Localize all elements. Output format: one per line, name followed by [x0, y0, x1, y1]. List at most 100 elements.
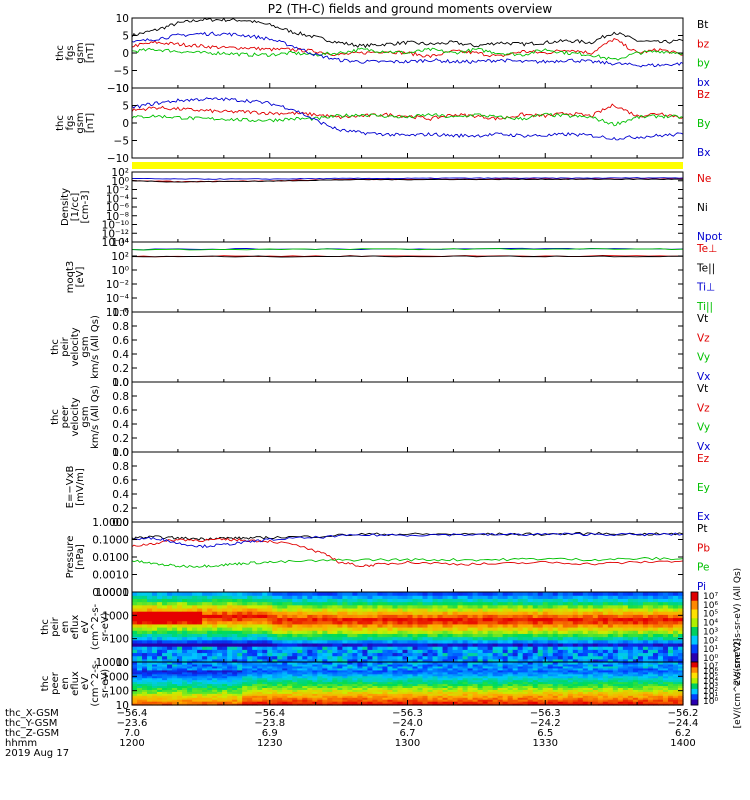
heatmap-cell	[482, 677, 489, 681]
heatmap-cell	[162, 697, 168, 700]
heatmap-cell	[517, 681, 524, 685]
heatmap-cell	[487, 652, 494, 657]
heatmap-cell	[437, 663, 444, 667]
heatmap-cell	[437, 646, 444, 650]
heatmap-cell	[467, 669, 474, 673]
heatmap-cell	[177, 703, 183, 706]
heatmap-cell	[307, 623, 313, 628]
heatmap-cell	[622, 604, 629, 609]
y-tick-label: 10⁻¹⁴	[102, 237, 129, 249]
heatmap-cell	[382, 607, 389, 612]
heatmap-cell	[532, 703, 539, 706]
heatmap-cell	[632, 617, 639, 622]
heatmap-cell	[597, 669, 604, 673]
heatmap-cell	[587, 617, 594, 622]
heatmap-cell	[252, 689, 258, 692]
heatmap-cell	[312, 649, 318, 654]
heatmap-cell	[352, 677, 359, 681]
heatmap-cell	[382, 703, 389, 706]
heatmap-cell	[262, 701, 268, 704]
heatmap-cell	[232, 667, 238, 671]
heatmap-cell	[417, 687, 424, 690]
heatmap-cell	[337, 685, 343, 688]
heatmap-cell	[602, 617, 609, 622]
heatmap-cell	[607, 669, 614, 673]
heatmap-cell	[567, 639, 574, 644]
heatmap-cell	[657, 592, 664, 596]
heatmap-cell	[592, 646, 599, 650]
heatmap-cell	[292, 617, 298, 622]
heatmap-cell	[392, 598, 399, 603]
heatmap-cell	[357, 627, 364, 631]
heatmap-cell	[457, 652, 464, 657]
heatmap-cell	[402, 671, 409, 675]
heatmap-cell	[432, 693, 439, 696]
heatmap-cell	[382, 630, 389, 634]
heatmap-cell	[252, 699, 258, 702]
heatmap-cell	[332, 592, 338, 596]
heatmap-cell	[187, 669, 193, 673]
heatmap-cell	[527, 617, 534, 622]
heatmap-cell	[432, 701, 439, 704]
heatmap-cell	[312, 689, 318, 692]
heatmap-cell	[527, 636, 534, 641]
heatmap-cell	[302, 685, 308, 688]
heatmap-cell	[392, 642, 399, 647]
heatmap-cell	[407, 611, 414, 615]
heatmap-cell	[327, 697, 333, 700]
heatmap-cell	[232, 595, 238, 599]
heatmap-cell	[407, 607, 414, 612]
heatmap-cell	[222, 652, 228, 657]
heatmap-cell	[287, 601, 293, 606]
heatmap-cell	[477, 662, 484, 665]
heatmap-cell	[642, 623, 649, 628]
heatmap-cell	[637, 598, 644, 603]
heatmap-cell	[677, 607, 684, 612]
heatmap-cell	[172, 669, 178, 673]
heatmap-cell	[272, 601, 278, 606]
heatmap-cell	[397, 601, 404, 606]
heatmap-cell	[457, 695, 464, 698]
heatmap-cell	[252, 592, 258, 596]
heatmap-cell	[392, 592, 399, 596]
heatmap-cell	[662, 601, 669, 606]
heatmap-cell	[572, 673, 579, 677]
heatmap-cell	[452, 689, 459, 692]
heatmap-cell	[557, 617, 564, 622]
heatmap-cell	[627, 623, 634, 628]
heatmap-cell	[222, 598, 228, 603]
heatmap-cell	[442, 614, 449, 619]
heatmap-cell	[527, 639, 534, 644]
heatmap-cell	[332, 652, 338, 657]
heatmap-cell	[567, 669, 574, 673]
heatmap-cell	[337, 601, 343, 606]
heatmap-cell	[217, 617, 223, 622]
heatmap-cell	[562, 627, 569, 631]
heatmap-cell	[372, 695, 379, 698]
heatmap-cell	[152, 620, 158, 625]
heatmap-cell	[677, 655, 684, 660]
heatmap-cell	[372, 679, 379, 683]
heatmap-cell	[452, 701, 459, 704]
heatmap-cell	[452, 658, 459, 663]
heatmap-cell	[442, 662, 449, 665]
heatmap-cell	[667, 652, 674, 657]
heatmap-cell	[437, 627, 444, 631]
series-line-Ni	[131, 178, 683, 183]
heatmap-cell	[332, 693, 338, 696]
heatmap-cell	[507, 669, 514, 673]
heatmap-cell	[417, 679, 424, 683]
heatmap-cell	[267, 667, 273, 671]
heatmap-cell	[177, 611, 183, 615]
heatmap-cell	[497, 703, 504, 706]
heatmap-cell	[397, 665, 404, 669]
heatmap-cell	[477, 595, 484, 599]
heatmap-cell	[457, 701, 464, 704]
heatmap-cell	[557, 636, 564, 641]
heatmap-cell	[262, 665, 268, 669]
heatmap-cell	[437, 633, 444, 638]
heatmap-cell	[602, 652, 609, 657]
heatmap-cell	[287, 663, 293, 667]
heatmap-cell	[147, 614, 153, 619]
